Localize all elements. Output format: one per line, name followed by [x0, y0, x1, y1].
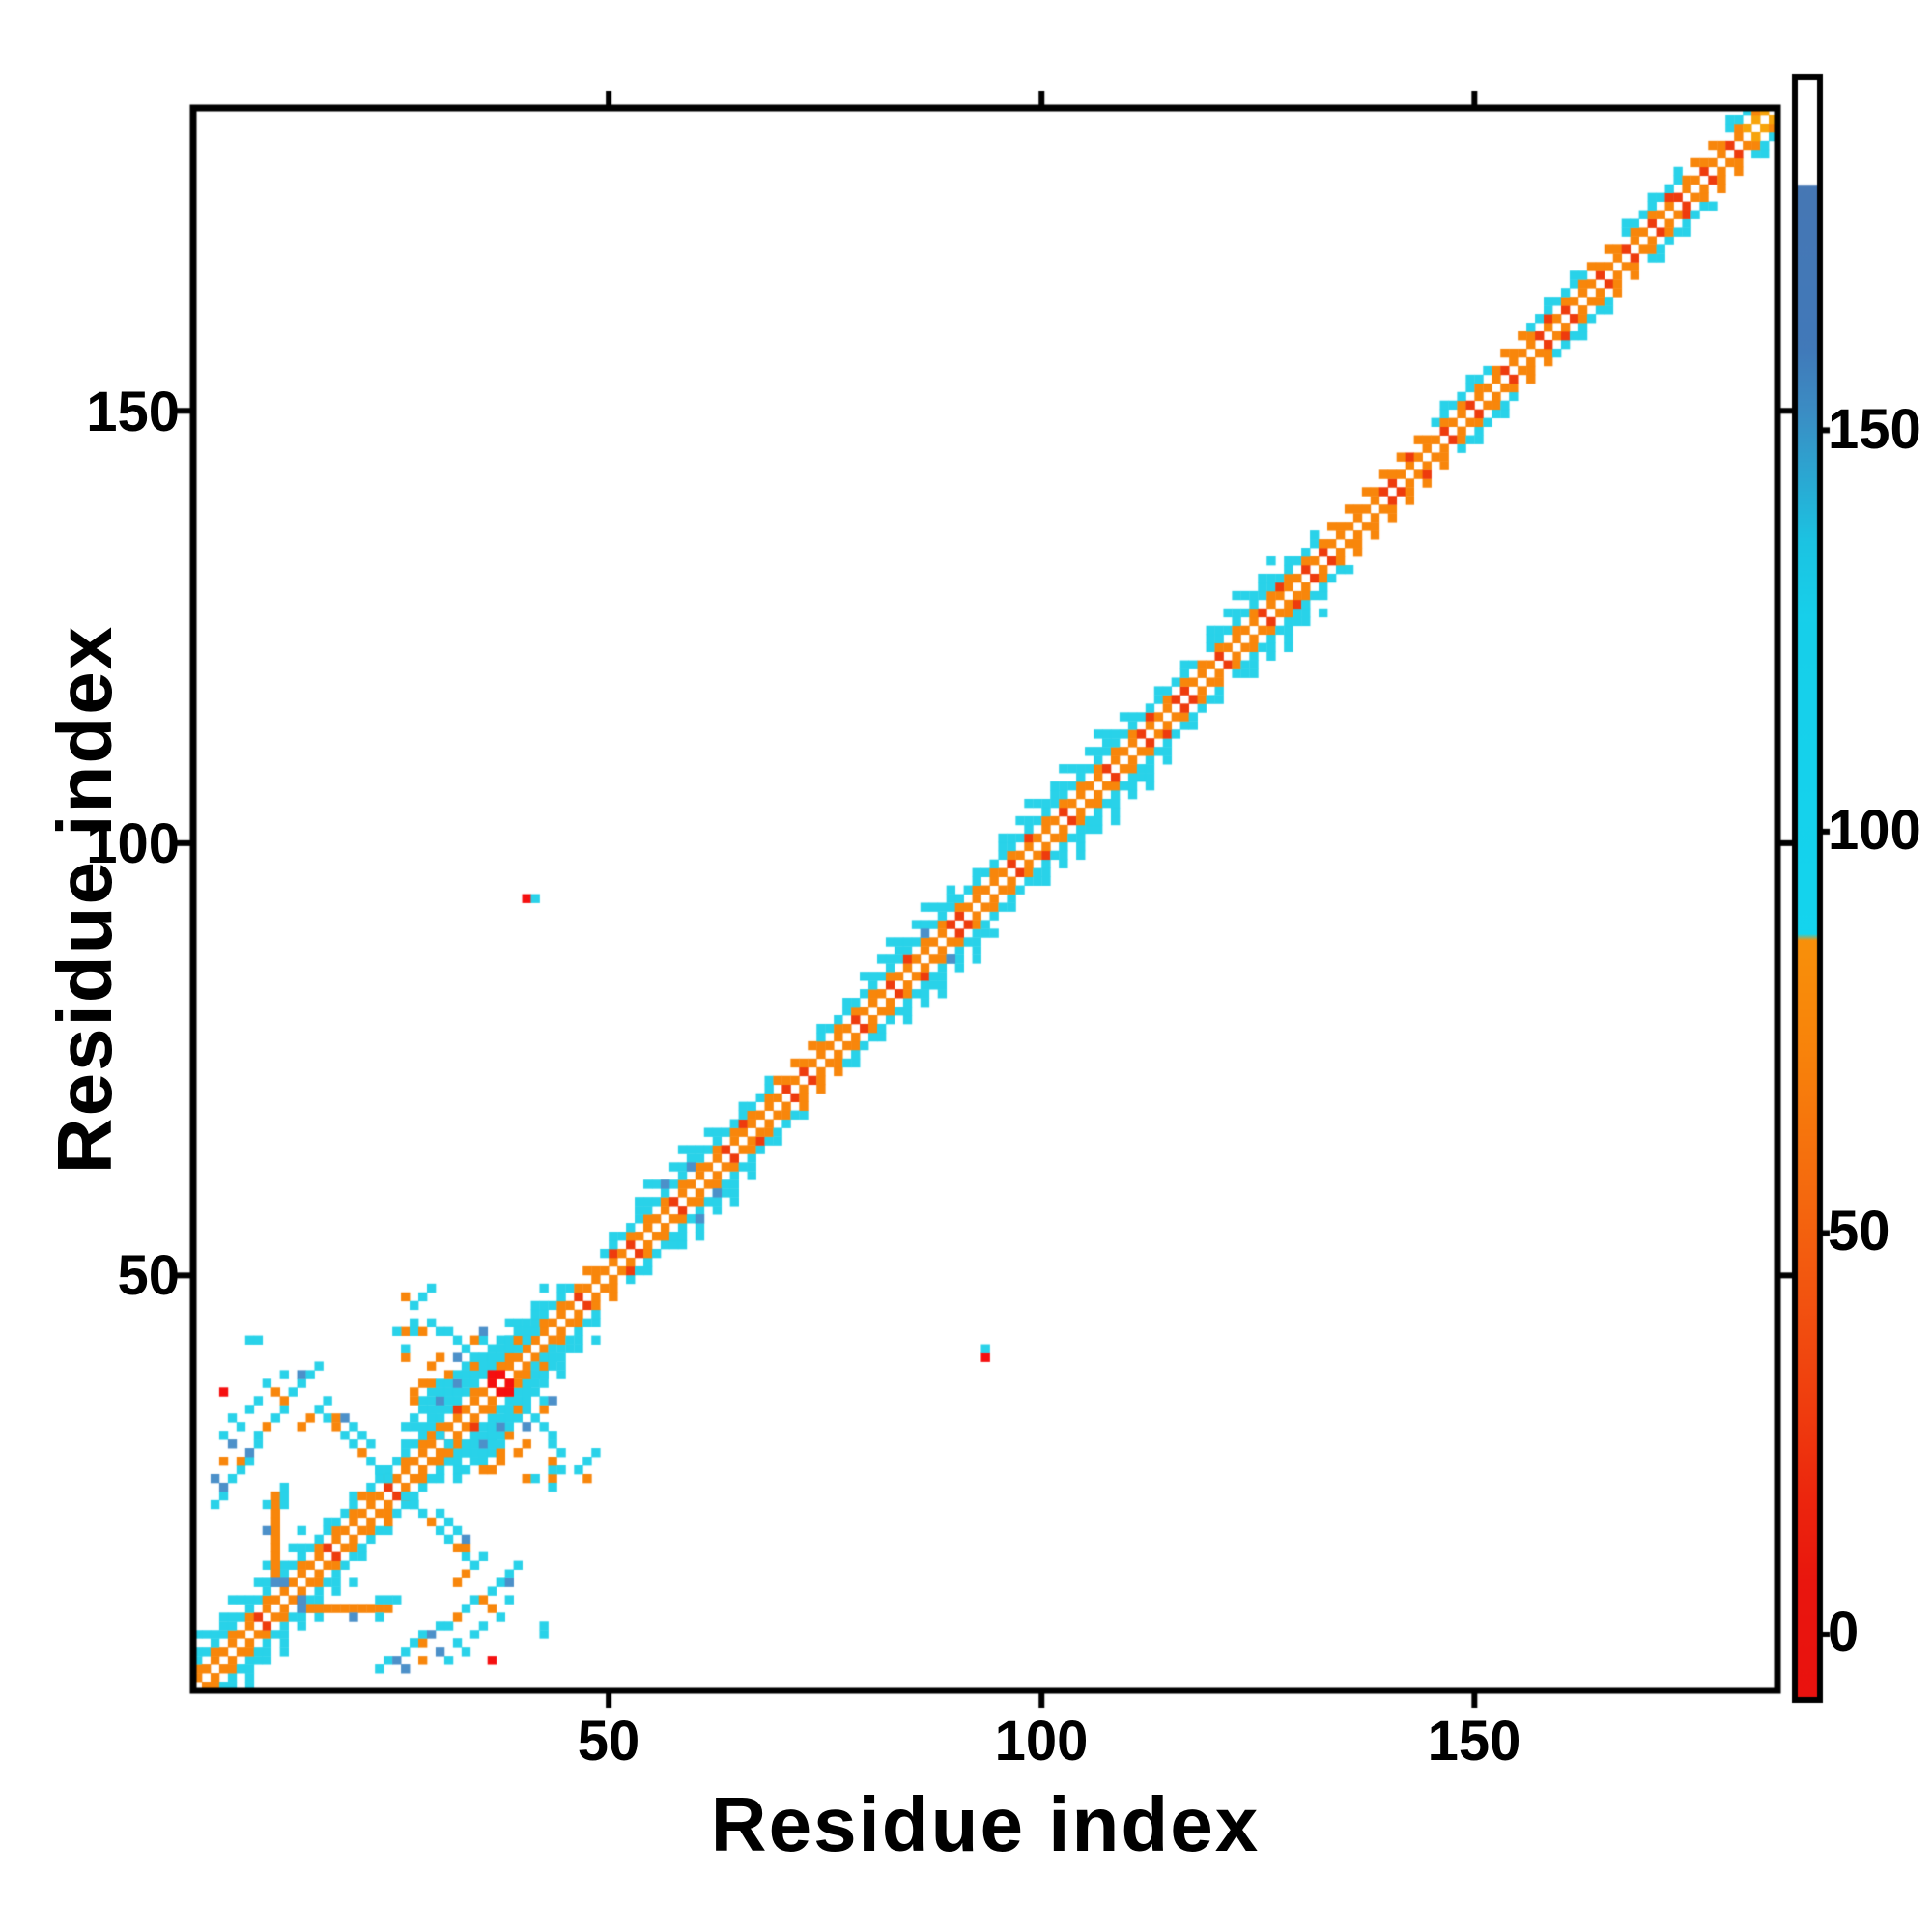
x-axis-tick-100: 100 — [994, 1710, 1089, 1773]
colorbar-tick-150: 150 — [1828, 398, 1921, 461]
y-axis-tick-100: 100 — [86, 812, 180, 875]
y-axis-label: Residue index — [42, 624, 128, 1175]
y-axis-tick-50: 50 — [117, 1244, 180, 1307]
x-axis-tick-150: 150 — [1427, 1710, 1521, 1773]
x-axis-tick-50: 50 — [577, 1710, 640, 1773]
x-axis-label: Residue index — [710, 1781, 1261, 1867]
y-axis-tick-150: 150 — [86, 381, 180, 443]
colorbar-tick-0: 0 — [1828, 1601, 1860, 1663]
colorbar-tick-50: 50 — [1828, 1200, 1890, 1263]
colorbar-tick-100: 100 — [1828, 799, 1921, 862]
